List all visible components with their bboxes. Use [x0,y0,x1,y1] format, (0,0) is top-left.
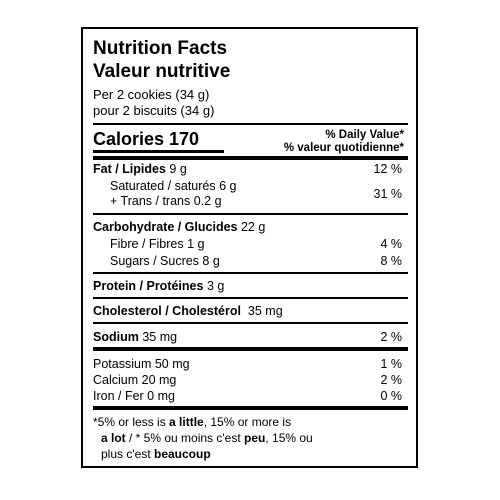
divider [93,297,408,299]
daily-value-header-english: % Daily Value* [325,129,404,141]
cholesterol-amount: 35 mg [247,304,283,318]
potassium-row: Potassium 50 mg [93,357,190,371]
calories-underline [93,150,224,153]
saturated-trans-dv: 31 % [373,187,403,201]
footnote-line-2: a lot / * 5% ou moins c'est peu, 15% ou [101,431,313,445]
footnote-line-3: plus c'est beaucoup [101,447,211,461]
divider [93,347,408,351]
divider [93,322,408,324]
calcium-row: Calcium 20 mg [93,373,177,387]
iron-dv: 0 % [380,389,402,403]
protein-name: Protein / Protéines [93,279,204,293]
cholesterol-name: Cholesterol / Cholestérol [93,304,241,318]
saturated-row: Saturated / saturés 6 g [110,179,237,193]
footnote-line-1: *5% or less is a little, 15% or more is [93,415,292,429]
carbohydrate-name: Carbohydrate / Glucides [93,220,238,234]
sodium-name: Sodium [93,330,139,344]
serving-size-english: Per 2 cookies (34 g) [93,87,210,102]
sodium-amount: 35 mg [142,330,178,344]
serving-size-french: pour 2 biscuits (34 g) [93,103,215,118]
carbohydrate-row: Carbohydrate / Glucides 22 g [93,221,265,234]
sugars-dv: 8 % [380,254,402,268]
fat-dv: 12 % [373,162,403,176]
potassium-dv: 1 % [380,357,402,371]
title-english: Nutrition Facts [93,38,228,59]
divider [93,272,408,274]
fibre-row: Fibre / Fibres 1 g [110,237,205,251]
trans-row: + Trans / trans 0.2 g [110,194,222,208]
title-french: Valeur nutritive [93,61,231,82]
sugars-row: Sugars / Sucres 8 g [110,254,220,268]
fat-row: Fat / Lipides 9 g [93,163,187,176]
fat-amount: 9 g [169,162,187,176]
sodium-row: Sodium 35 mg [93,331,177,344]
divider [93,406,408,410]
divider [93,123,408,125]
iron-row: Iron / Fer 0 mg [93,389,175,403]
cholesterol-row: Cholesterol / Cholestérol 35 mg [93,305,283,318]
fibre-dv: 4 % [380,237,402,251]
protein-row: Protein / Protéines 3 g [93,280,224,293]
divider [93,156,408,160]
daily-value-header-french: % valeur quotidienne* [283,142,404,154]
divider [93,213,408,215]
fat-name: Fat / Lipides [93,162,166,176]
calcium-dv: 2 % [380,373,402,387]
carbohydrate-amount: 22 g [240,220,266,234]
protein-amount: 3 g [206,279,225,293]
calories-label: Calories 170 [93,129,200,149]
sodium-dv: 2 % [380,330,402,344]
nutrition-facts-label: Nutrition Facts Valeur nutritive Per 2 c… [81,27,418,468]
